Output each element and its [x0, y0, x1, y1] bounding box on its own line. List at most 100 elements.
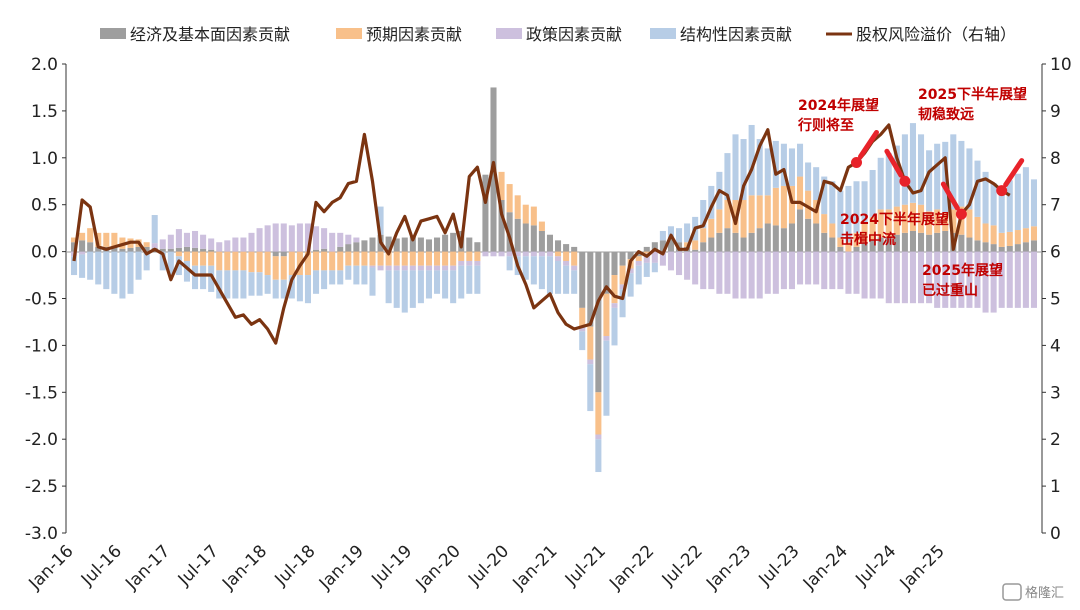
bar-policy [337, 232, 344, 247]
bar-economy [482, 174, 489, 252]
bar-policy [635, 260, 642, 266]
bar-economy [514, 218, 521, 252]
y-left-tick-label: -2.5 [25, 477, 58, 497]
bar-structural [700, 200, 707, 229]
bar-expectation [183, 251, 190, 261]
bar-expectation [1030, 226, 1037, 241]
bar-economy [772, 225, 779, 252]
bar-expectation [369, 251, 376, 266]
x-tick-label: Jul-24 [851, 541, 900, 590]
highlight-marker [899, 175, 911, 187]
bar-economy [990, 244, 997, 252]
bar-structural [837, 190, 844, 238]
y-right-tick-label: 9 [1050, 102, 1061, 122]
bar-policy [192, 230, 199, 248]
x-tick-label: Jul-19 [367, 541, 416, 590]
bar-expectation [1014, 230, 1021, 245]
bar-economy [821, 232, 828, 252]
bar-policy [530, 251, 537, 257]
bar-policy [208, 238, 215, 250]
bar-policy [958, 251, 965, 308]
bar-expectation [522, 204, 529, 224]
bar-expectation [603, 293, 610, 337]
bar-policy [1022, 251, 1029, 308]
bar-economy [692, 249, 699, 252]
bar-structural [772, 140, 779, 188]
bar-structural [409, 270, 416, 308]
bar-policy [611, 303, 618, 308]
bar-economy [450, 232, 457, 252]
bar-economy [901, 232, 908, 252]
bar-policy [264, 225, 271, 252]
bar-economy [708, 237, 715, 252]
bar-policy [409, 265, 416, 271]
bar-structural [587, 364, 594, 412]
bar-policy [434, 265, 441, 271]
bar-expectation [966, 209, 973, 238]
bar-expectation [538, 221, 545, 231]
bar-structural [611, 307, 618, 346]
bar-expectation [893, 206, 900, 235]
bar-structural [797, 143, 804, 177]
bar-expectation [571, 251, 578, 266]
bar-policy [442, 265, 449, 271]
bar-policy [643, 253, 650, 263]
bar-policy [313, 226, 320, 250]
bar-expectation [200, 251, 207, 266]
bar-expectation [466, 251, 473, 261]
watermark: 格隆汇 [1002, 583, 1064, 601]
bar-policy [684, 251, 691, 280]
y-right-tick-label: 0 [1050, 524, 1061, 544]
bar-expectation [821, 214, 828, 233]
bar-expectation [708, 218, 715, 238]
bar-economy [813, 223, 820, 252]
bar-economy [587, 251, 594, 327]
bar-structural [966, 148, 973, 210]
bar-economy [1006, 245, 1013, 252]
bar-expectation [417, 251, 424, 266]
bar-structural [442, 270, 449, 299]
watermark-text: 格隆汇 [1025, 585, 1064, 601]
bar-policy [538, 251, 545, 257]
bar-economy [1014, 244, 1021, 252]
bar-expectation [748, 195, 755, 233]
y-right-tick-label: 5 [1050, 290, 1061, 310]
bar-structural [111, 251, 118, 294]
y-left-tick-label: -0.5 [25, 290, 58, 310]
bar-structural [361, 265, 368, 285]
bar-policy [861, 251, 868, 299]
y-left-tick-label: -1.5 [25, 383, 58, 403]
bar-structural [829, 181, 836, 224]
bar-expectation [772, 187, 779, 226]
bar-policy [256, 228, 263, 252]
bar-structural [627, 273, 634, 297]
bar-structural [224, 270, 231, 299]
x-tick-label: Jul-16 [77, 541, 126, 590]
bar-economy [401, 237, 408, 252]
bar-policy [329, 232, 336, 252]
bar-economy [837, 246, 844, 252]
bar-economy [119, 248, 126, 252]
bar-policy [724, 251, 731, 294]
y-right-tick-label: 8 [1050, 149, 1061, 169]
bar-policy [393, 265, 400, 271]
bar-policy [619, 284, 626, 290]
annotation-text: 2025年展望 [922, 262, 1003, 279]
bar-policy [200, 234, 207, 249]
bar-structural [1006, 180, 1013, 232]
bar-expectation [950, 209, 957, 233]
bar-expectation [530, 206, 537, 226]
bar-structural [288, 275, 295, 299]
bar-expectation [724, 200, 731, 229]
bar-economy [71, 242, 78, 252]
bar-expectation [87, 228, 94, 243]
bar-structural [522, 256, 529, 280]
bar-policy [926, 251, 933, 304]
legend-label: 结构性因素贡献 [680, 25, 792, 44]
bar-economy [369, 237, 376, 252]
bar-economy [667, 237, 674, 252]
y-left-tick-label: 1.5 [31, 102, 58, 122]
bar-structural [659, 230, 666, 241]
bar-structural [901, 134, 908, 205]
bar-policy [869, 251, 876, 299]
